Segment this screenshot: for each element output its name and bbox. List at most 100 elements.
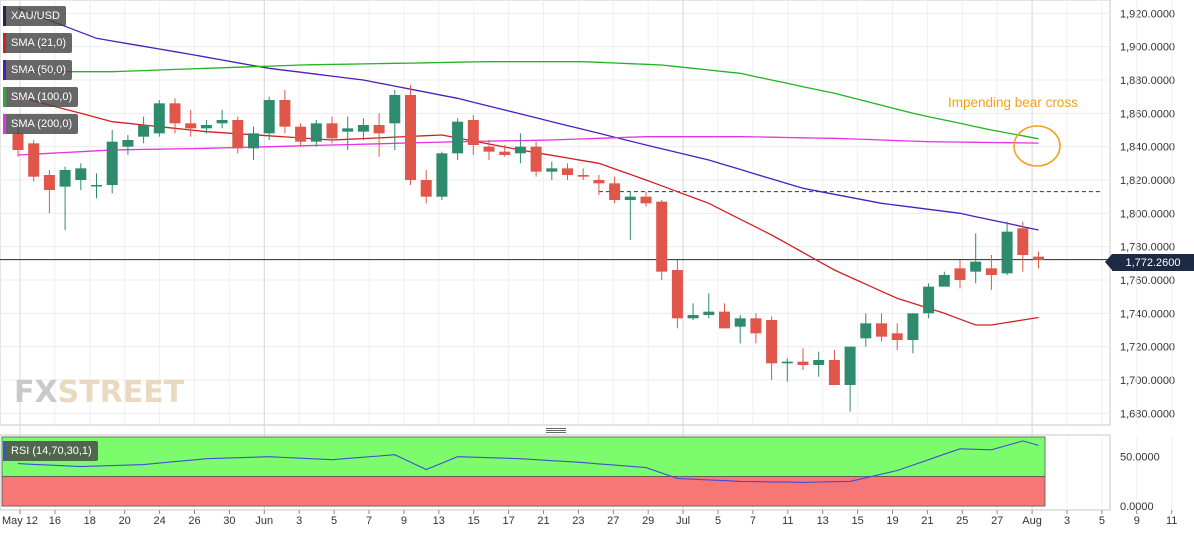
candle-body bbox=[483, 146, 495, 152]
candle-body bbox=[671, 270, 683, 319]
candle bbox=[106, 130, 118, 194]
legend-swatch bbox=[3, 6, 6, 26]
candle-body bbox=[59, 170, 71, 187]
candle bbox=[640, 191, 652, 207]
candle-body bbox=[703, 311, 715, 315]
x-tick-label: 21 bbox=[921, 515, 933, 527]
x-tick-label: 18 bbox=[84, 515, 96, 527]
candle bbox=[1033, 251, 1044, 269]
candle-body bbox=[907, 313, 919, 340]
candle bbox=[624, 191, 636, 240]
candle bbox=[357, 118, 369, 140]
x-tick-label: 3 bbox=[296, 515, 302, 527]
candle-body bbox=[342, 128, 354, 132]
x-tick-label: 24 bbox=[153, 515, 165, 527]
x-tick-label: 11 bbox=[1166, 515, 1177, 527]
x-tick-label: 5 bbox=[1099, 515, 1105, 527]
candle-body bbox=[106, 141, 118, 185]
candle bbox=[514, 133, 526, 164]
legend-label: SMA (200,0) bbox=[11, 118, 73, 130]
legend-swatch bbox=[3, 87, 6, 107]
legend-sma-100[interactable]: SMA (100,0) bbox=[3, 87, 79, 107]
candle-body bbox=[938, 275, 950, 287]
candle-body bbox=[640, 196, 652, 204]
candle-body bbox=[43, 175, 55, 190]
x-tick-label: Aug bbox=[1022, 515, 1042, 527]
candle bbox=[342, 116, 354, 150]
candle-body bbox=[122, 140, 134, 147]
candle bbox=[420, 170, 432, 204]
rsi-oversold-band bbox=[1, 476, 1046, 507]
candle bbox=[122, 135, 134, 155]
x-tick-label: 21 bbox=[537, 515, 549, 527]
candle bbox=[609, 176, 621, 204]
candle bbox=[813, 351, 825, 377]
candle-body bbox=[1017, 228, 1029, 255]
x-tick-label: 25 bbox=[956, 515, 968, 527]
candle-body bbox=[12, 133, 24, 150]
candle-body bbox=[766, 320, 778, 364]
x-tick-label: 7 bbox=[366, 515, 372, 527]
candle-body bbox=[656, 201, 668, 272]
candle bbox=[59, 166, 71, 230]
legend-label: SMA (21,0) bbox=[11, 37, 67, 49]
candle-body bbox=[923, 286, 935, 314]
legend-sma-50[interactable]: SMA (50,0) bbox=[3, 60, 73, 80]
candle bbox=[169, 98, 181, 134]
candle bbox=[734, 315, 746, 344]
candle-body bbox=[876, 323, 887, 337]
candle-body bbox=[1033, 256, 1044, 260]
candle bbox=[985, 255, 997, 290]
candle bbox=[687, 303, 699, 320]
x-tick-label: 7 bbox=[750, 515, 756, 527]
legend-swatch bbox=[3, 114, 6, 134]
candle-body bbox=[860, 323, 872, 339]
brand-logo-part: FX bbox=[14, 375, 58, 410]
candle bbox=[263, 96, 275, 140]
candle-body bbox=[420, 180, 432, 197]
legend-rsi[interactable]: RSI (14,70,30,1) bbox=[3, 441, 98, 461]
candle bbox=[310, 120, 322, 147]
y-tick-label: 1,920.0000 bbox=[1120, 8, 1175, 20]
candle-body bbox=[279, 100, 291, 127]
candle bbox=[719, 303, 730, 329]
x-tick-label: 15 bbox=[468, 515, 480, 527]
x-tick-label: 23 bbox=[572, 515, 584, 527]
candle bbox=[797, 348, 809, 370]
y-tick-label: 1,760.0000 bbox=[1120, 275, 1175, 287]
candle-body bbox=[734, 318, 746, 327]
candle bbox=[828, 350, 840, 385]
candle bbox=[970, 233, 982, 284]
candle bbox=[232, 116, 244, 154]
candle bbox=[656, 200, 668, 280]
legend-symbol[interactable]: XAU/USD bbox=[3, 6, 66, 26]
candle-body bbox=[970, 261, 982, 272]
x-tick-label: May 12 bbox=[2, 515, 38, 527]
candle-body bbox=[200, 125, 212, 129]
candle bbox=[891, 323, 903, 350]
legend-sma-21[interactable]: SMA (21,0) bbox=[3, 33, 73, 53]
main-pane-frame bbox=[0, 0, 1111, 426]
candle bbox=[185, 110, 197, 137]
candle bbox=[43, 170, 55, 214]
candle bbox=[923, 283, 935, 319]
candle-body bbox=[436, 153, 448, 197]
candle bbox=[1001, 221, 1013, 275]
candle bbox=[75, 163, 87, 190]
legend-sma-200[interactable]: SMA (200,0) bbox=[3, 114, 79, 134]
candle-body bbox=[389, 95, 401, 124]
series-line-sma-200-0- bbox=[17, 136, 1039, 156]
series-line-sma-50-0- bbox=[17, 7, 1039, 231]
pane-resize-handle[interactable] bbox=[546, 428, 566, 434]
x-tick-label: Jul bbox=[676, 515, 690, 527]
candle-body bbox=[153, 103, 165, 134]
candle bbox=[216, 110, 228, 129]
candle-body bbox=[891, 333, 903, 340]
x-tick-label: 5 bbox=[331, 515, 337, 527]
candle bbox=[671, 260, 683, 329]
y-tick-label: 1,720.0000 bbox=[1120, 342, 1175, 354]
candle bbox=[766, 316, 778, 380]
rsi-label: RSI (14,70,30,1) bbox=[11, 445, 92, 457]
candle-body bbox=[499, 151, 511, 155]
